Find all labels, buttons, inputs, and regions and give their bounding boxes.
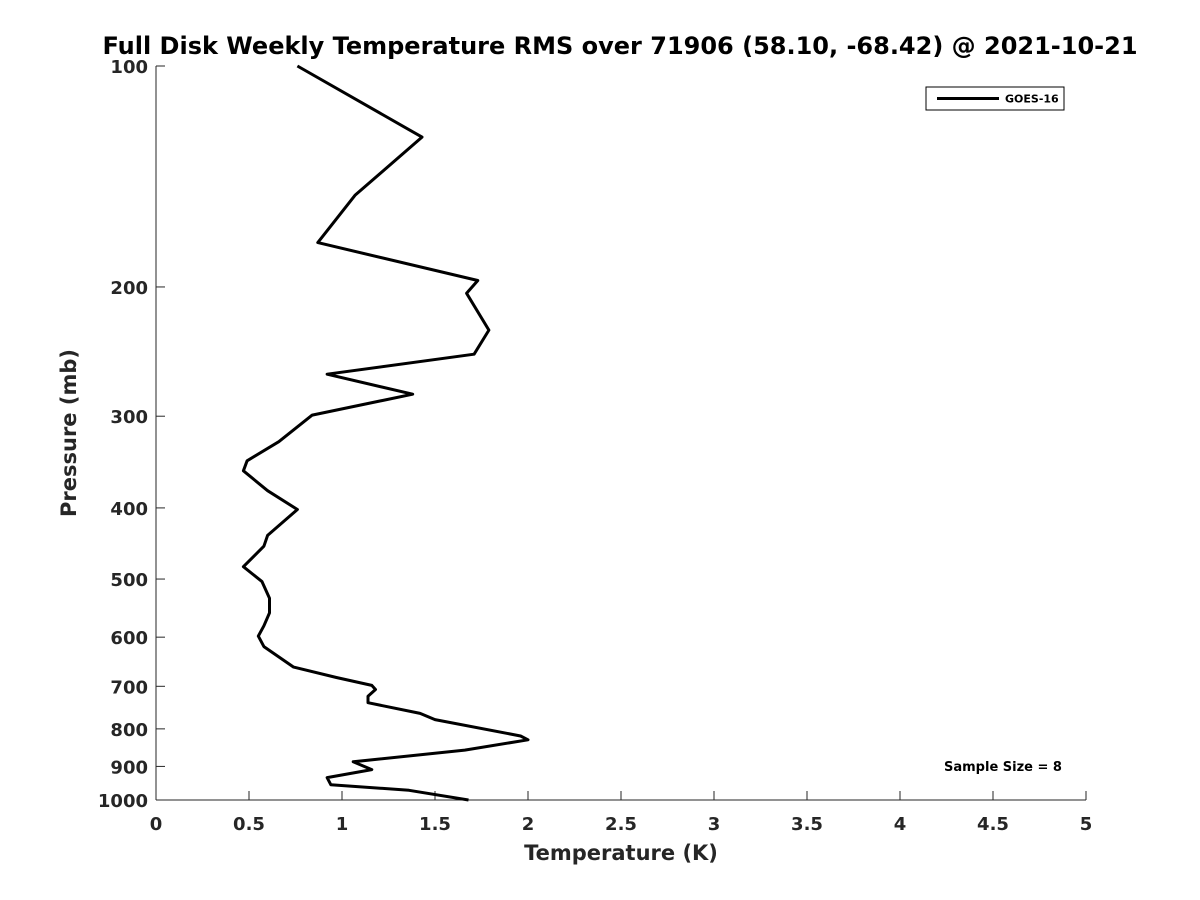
x-axis-label: Temperature (K) bbox=[524, 841, 718, 865]
x-tick-label: 0 bbox=[150, 814, 163, 835]
x-tick-label: 4 bbox=[894, 814, 907, 835]
x-tick-label: 0.5 bbox=[233, 814, 265, 835]
y-ticks: 100 200 300 400 500 600 700 800 900 1000 bbox=[98, 57, 165, 812]
series-line-goes-16 bbox=[241, 64, 530, 802]
chart-title: Full Disk Weekly Temperature RMS over 71… bbox=[102, 32, 1137, 60]
y-tick-label: 800 bbox=[110, 720, 148, 741]
y-tick-label: 500 bbox=[110, 570, 148, 591]
x-tick-label: 3.5 bbox=[791, 814, 823, 835]
y-tick-label: 200 bbox=[110, 278, 148, 299]
x-tick-label: 2 bbox=[522, 814, 535, 835]
x-ticks: 0 0.5 1 1.5 2 2.5 3 3.5 4 4.5 5 bbox=[150, 791, 1093, 835]
x-tick-label: 2.5 bbox=[605, 814, 637, 835]
y-axis-label: Pressure (mb) bbox=[57, 349, 81, 517]
x-tick-label: 1.5 bbox=[419, 814, 451, 835]
plot-area bbox=[155, 66, 1086, 801]
x-tick-label: 5 bbox=[1080, 814, 1093, 835]
legend: GOES-16 bbox=[925, 86, 1065, 111]
y-tick-label: 600 bbox=[110, 628, 148, 649]
sample-size-annotation: Sample Size = 8 bbox=[944, 760, 1062, 775]
x-tick-label: 3 bbox=[708, 814, 721, 835]
y-tick-label: 400 bbox=[110, 499, 148, 520]
y-tick-label: 100 bbox=[110, 57, 148, 78]
y-tick-label: 300 bbox=[110, 407, 148, 428]
y-tick-label: 1000 bbox=[98, 791, 148, 812]
y-tick-label: 900 bbox=[110, 757, 148, 778]
legend-label-goes-16: GOES-16 bbox=[1005, 93, 1059, 106]
x-tick-label: 4.5 bbox=[977, 814, 1009, 835]
x-tick-label: 1 bbox=[336, 814, 349, 835]
y-tick-label: 700 bbox=[110, 677, 148, 698]
